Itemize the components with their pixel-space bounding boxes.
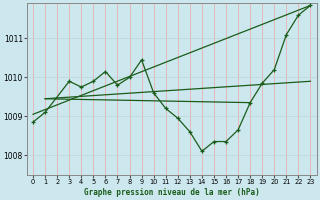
X-axis label: Graphe pression niveau de la mer (hPa): Graphe pression niveau de la mer (hPa) — [84, 188, 260, 197]
